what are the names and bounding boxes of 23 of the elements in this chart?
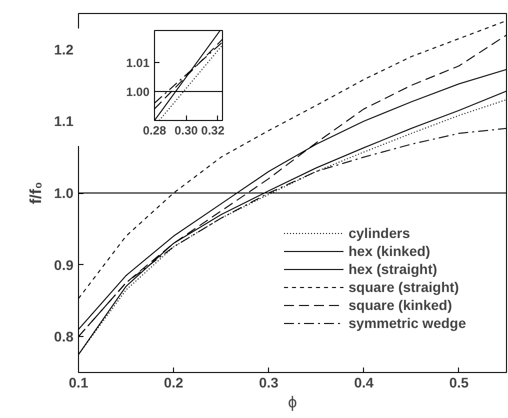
y-tick-label: 1.00 (126, 84, 150, 99)
x-tick-label: 0.3 (258, 374, 279, 390)
legend-label: square (kinked) (348, 296, 452, 314)
x-tick-label: 0.28 (142, 124, 167, 138)
x-tick-label: 0.1 (68, 374, 88, 390)
legend-label: hex (kinked) (348, 242, 430, 260)
x-tick-label: 0.4 (354, 374, 374, 390)
y-axis-title: f/f₀ (28, 182, 46, 204)
y-tick-label: 1.01 (126, 56, 150, 70)
x-axis-title: ϕ (288, 394, 298, 412)
legend-label: symmetric wedge (348, 314, 466, 332)
x-tick-label: 0.32 (201, 124, 225, 138)
y-tick-label: 1.1 (54, 113, 74, 130)
legend-label: cylinders (348, 224, 410, 242)
y-tick-label: 1.2 (54, 41, 74, 58)
legend-label: hex (straight) (348, 260, 438, 278)
x-tick-label: 0.2 (164, 374, 184, 390)
y-tick-label: 0.8 (54, 328, 74, 345)
x-tick-label: 0.30 (174, 124, 198, 138)
legend-label: square (straight) (348, 278, 459, 296)
y-tick-label: 1.0 (54, 185, 74, 201)
y-tick-label: 0.9 (54, 256, 74, 273)
x-tick-label: 0.5 (449, 374, 469, 390)
